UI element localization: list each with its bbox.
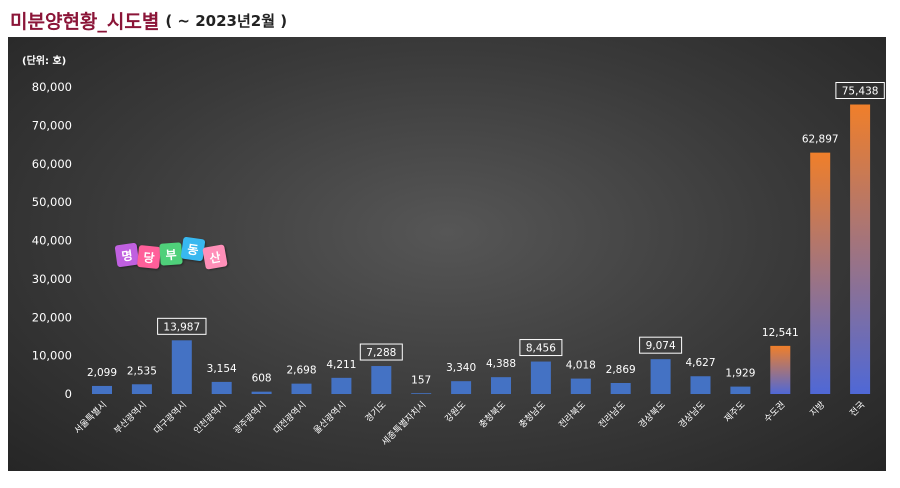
data-label: 3,340 xyxy=(446,362,476,374)
category-label: 울산광역시 xyxy=(311,399,349,437)
category-label: 부산광역시 xyxy=(111,399,149,437)
category-label: 대전광역시 xyxy=(271,399,309,437)
bar-4 xyxy=(251,391,272,394)
bar-2 xyxy=(171,340,192,394)
bar-12 xyxy=(570,378,591,394)
category-label: 전라북도 xyxy=(557,399,588,430)
y-tick-label: 60,000 xyxy=(32,157,72,171)
data-label: 608 xyxy=(252,373,272,385)
logo-letter: 당 xyxy=(136,244,162,270)
data-label-box xyxy=(157,317,207,335)
bar-19 xyxy=(850,104,871,394)
data-label: 13,987 xyxy=(163,321,200,333)
bar-0 xyxy=(92,385,112,394)
data-label-box xyxy=(639,336,683,354)
data-label: 2,099 xyxy=(87,367,117,379)
category-label: 전국 xyxy=(848,399,867,418)
category-label: 강원도 xyxy=(443,399,468,424)
category-label: 수도권 xyxy=(761,399,787,425)
data-label-box xyxy=(835,82,885,100)
bar-10 xyxy=(491,377,511,394)
page-subtitle: ( ~ 2023년2월 ) xyxy=(165,11,288,30)
bar-7 xyxy=(371,366,392,394)
data-label: 8,456 xyxy=(526,343,556,355)
logo-letter: 부 xyxy=(159,242,183,266)
data-label: 2,869 xyxy=(606,364,636,376)
data-label: 7,288 xyxy=(366,347,396,359)
y-tick-label: 40,000 xyxy=(32,234,72,248)
bar-5 xyxy=(291,383,312,394)
data-label: 2,535 xyxy=(127,365,157,377)
category-label: 충청북도 xyxy=(477,399,508,430)
data-label: 4,018 xyxy=(566,360,596,372)
bar-3 xyxy=(211,381,232,394)
y-tick-label: 70,000 xyxy=(32,118,72,132)
bar-8 xyxy=(411,393,432,394)
data-label: 1,929 xyxy=(725,368,755,380)
data-label: 2,698 xyxy=(286,365,316,377)
category-label: 제주도 xyxy=(722,399,747,424)
y-tick-label: 80,000 xyxy=(32,80,72,94)
category-label: 대구광역시 xyxy=(151,399,189,437)
data-label: 4,388 xyxy=(486,358,516,370)
bar-16 xyxy=(730,386,751,394)
y-tick-label: 10,000 xyxy=(32,349,72,363)
bar-6 xyxy=(331,377,352,394)
data-label-box xyxy=(359,343,403,361)
bar-18 xyxy=(810,152,831,394)
title-row: 미분양현황_시도별 ( ~ 2023년2월 ) xyxy=(10,6,287,34)
page-title: 미분양현황_시도별 xyxy=(10,10,160,33)
bar-11 xyxy=(530,361,551,394)
data-label-box xyxy=(519,339,563,357)
category-label: 충청남도 xyxy=(517,399,548,430)
bar-17 xyxy=(770,345,791,394)
y-tick-label: 20,000 xyxy=(32,310,72,324)
category-label: 전라남도 xyxy=(597,399,628,430)
logo-letter: 산 xyxy=(202,244,228,270)
category-label: 경기도 xyxy=(362,399,388,425)
bar-9 xyxy=(451,381,472,394)
data-label: 12,541 xyxy=(762,327,799,339)
category-label: 인천광역시 xyxy=(191,399,229,437)
data-label: 62,897 xyxy=(802,134,839,146)
bar-1 xyxy=(131,384,152,394)
bar-14 xyxy=(650,359,671,394)
bar-13 xyxy=(610,382,631,394)
category-label: 경상북도 xyxy=(636,399,668,431)
data-label: 4,627 xyxy=(685,357,715,369)
y-tick-label: 0 xyxy=(65,387,72,401)
data-label: 157 xyxy=(411,374,431,386)
category-label: 경상남도 xyxy=(676,399,708,431)
category-label: 서울특별시 xyxy=(72,399,109,436)
category-label: 광주광역시 xyxy=(231,399,269,437)
logo-letter: 명 xyxy=(114,242,140,268)
data-label: 3,154 xyxy=(207,363,237,375)
category-label: 지방 xyxy=(808,399,827,418)
data-label: 4,211 xyxy=(326,359,356,371)
bar-15 xyxy=(690,376,711,394)
unit-label: (단위: 호) xyxy=(22,54,66,67)
data-label: 75,438 xyxy=(842,86,879,98)
y-tick-label: 50,000 xyxy=(32,195,72,209)
data-label: 9,074 xyxy=(646,340,676,352)
y-tick-label: 30,000 xyxy=(32,272,72,286)
